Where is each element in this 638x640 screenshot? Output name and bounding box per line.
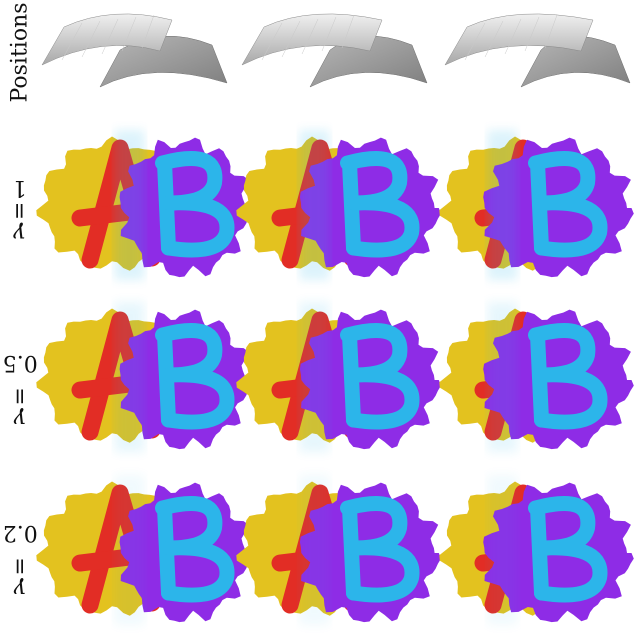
transition-band	[487, 130, 518, 280]
letter-b	[528, 151, 608, 258]
letter-b	[155, 151, 235, 258]
blend-panel-r3-c2	[236, 475, 441, 625]
blend-panel-r1-c2	[236, 130, 441, 280]
letter-b	[340, 496, 420, 603]
letter-b	[528, 496, 608, 603]
positions-panel-2	[241, 13, 428, 88]
blend-panel-r2-c3	[439, 302, 634, 452]
blend-panel-r2-c1	[36, 302, 252, 452]
transition-band	[114, 302, 145, 452]
positions-panel-1	[41, 13, 228, 88]
blend-panel-r1-c3	[439, 130, 634, 280]
positions-panel-3	[444, 13, 631, 88]
transition-band	[114, 130, 145, 280]
surface-a	[41, 13, 173, 66]
letter-b	[155, 323, 235, 430]
surface-a	[444, 13, 594, 66]
letter-b	[528, 323, 608, 430]
transition-band	[299, 475, 330, 625]
transition-band	[114, 475, 145, 625]
blend-panel-r3-c1	[36, 475, 252, 625]
transition-band	[299, 130, 330, 280]
transition-band	[487, 302, 518, 452]
surface-a	[241, 13, 383, 66]
transition-band	[487, 475, 518, 625]
blend-panel-r3-c3	[439, 475, 634, 625]
letter-b	[155, 496, 235, 603]
transition-band	[299, 302, 330, 452]
blend-panel-r1-c1	[36, 130, 252, 280]
letter-b	[340, 151, 420, 258]
blend-panel-r2-c2	[236, 302, 441, 452]
letter-b	[340, 323, 420, 430]
